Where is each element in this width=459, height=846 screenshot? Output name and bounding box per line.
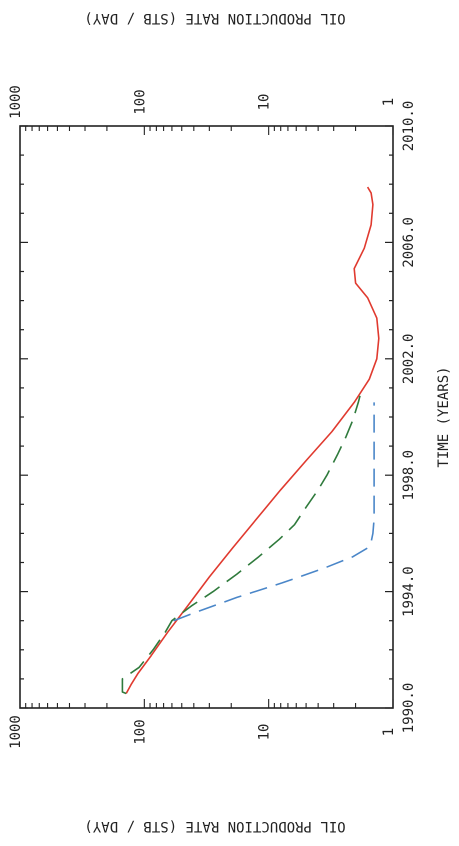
time-tick-label: 2006.0: [401, 217, 417, 268]
y-axis-label-bottom: OIL PRODUCTION RATE (STB / DAY): [84, 818, 345, 834]
rate-tick-label-bottom: 10: [257, 724, 273, 741]
axis-tick-labels: 1990.0 1994.0 1998.0 2002.0 2006.0 2010.0 1 1 10…: [8, 85, 417, 749]
time-tick-label: 2010.0: [401, 101, 417, 152]
series-line-2: [121, 390, 363, 695]
time-tick-label: 1994.0: [401, 566, 417, 617]
plot-frame: [19, 125, 394, 709]
rate-tick-label-top: 10: [257, 94, 273, 111]
rate-tick-label-top: 100: [132, 89, 148, 114]
time-tick-label: 1990.0: [401, 683, 417, 734]
rate-tick-label-top: 1000: [8, 85, 24, 119]
rate-tick-label-bottom: 1: [381, 728, 397, 736]
y-axis-label-top: OIL PRODUCTION RATE (STB / DAY): [84, 10, 345, 26]
series-line-1: [125, 186, 380, 694]
time-tick-label: 2002.0: [401, 334, 417, 385]
rate-tick-label-bottom: 1000: [8, 715, 24, 749]
x-axis-label: TIME (YEARS): [436, 366, 452, 467]
data-series: [121, 186, 380, 695]
axis-ticks: [20, 125, 394, 709]
rate-tick-label-top: 1: [381, 98, 397, 106]
time-tick-label: 1998.0: [401, 450, 417, 501]
series-line-3: [173, 402, 375, 622]
rate-tick-label-bottom: 100: [132, 719, 148, 744]
